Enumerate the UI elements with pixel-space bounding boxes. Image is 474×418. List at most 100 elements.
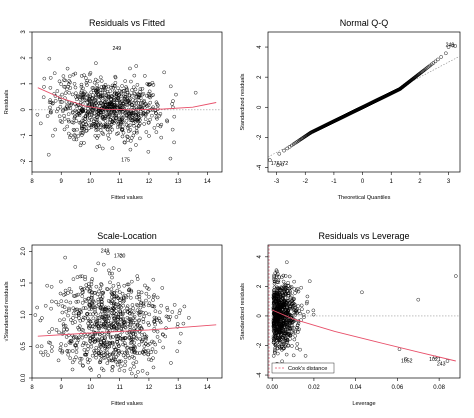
x-tick-label: 13 bbox=[175, 179, 182, 185]
data-point bbox=[88, 289, 92, 293]
x-tick-label: 0 bbox=[361, 179, 365, 185]
data-point bbox=[150, 81, 155, 85]
data-point bbox=[114, 113, 118, 118]
data-point bbox=[73, 307, 78, 312]
data-point bbox=[66, 112, 71, 116]
data-point bbox=[125, 134, 129, 139]
data-point bbox=[152, 126, 157, 130]
data-point bbox=[94, 355, 98, 360]
data-point bbox=[152, 315, 157, 320]
data-point bbox=[89, 90, 93, 95]
data-point bbox=[147, 301, 152, 306]
data-point bbox=[122, 309, 127, 313]
data-point bbox=[86, 106, 90, 111]
data-point bbox=[96, 112, 101, 116]
data-point bbox=[83, 120, 87, 124]
x-tick-label: 8 bbox=[30, 179, 34, 185]
data-point bbox=[276, 291, 280, 296]
data-point bbox=[78, 143, 83, 148]
data-point bbox=[92, 99, 96, 104]
point-annotation: 249 bbox=[101, 249, 110, 255]
data-point bbox=[131, 133, 136, 138]
data-point bbox=[101, 291, 105, 296]
data-point bbox=[112, 345, 116, 350]
data-point bbox=[105, 340, 110, 345]
data-point bbox=[98, 294, 102, 299]
data-point bbox=[81, 131, 85, 135]
data-point bbox=[130, 279, 134, 284]
data-point bbox=[67, 349, 71, 353]
data-point bbox=[178, 308, 182, 313]
x-tick-label: 11 bbox=[117, 385, 124, 391]
data-point bbox=[56, 302, 61, 307]
data-point bbox=[67, 131, 71, 136]
data-point bbox=[125, 346, 129, 350]
data-point bbox=[291, 297, 296, 302]
data-point bbox=[271, 311, 276, 316]
data-point bbox=[142, 100, 146, 104]
data-point bbox=[87, 333, 92, 337]
data-point bbox=[272, 337, 276, 342]
data-point bbox=[131, 361, 136, 366]
data-point bbox=[276, 294, 281, 298]
data-point bbox=[136, 311, 141, 316]
data-point bbox=[83, 275, 88, 279]
data-point bbox=[135, 274, 140, 278]
data-point bbox=[78, 274, 83, 279]
data-point bbox=[110, 340, 115, 345]
data-point bbox=[117, 100, 122, 105]
data-point bbox=[136, 112, 141, 116]
data-point bbox=[113, 74, 117, 79]
data-point bbox=[274, 334, 278, 339]
data-point bbox=[84, 299, 88, 304]
data-point bbox=[172, 140, 176, 145]
data-point bbox=[300, 307, 304, 311]
data-point bbox=[147, 312, 152, 317]
data-point bbox=[91, 312, 95, 316]
data-point bbox=[289, 285, 294, 289]
data-point bbox=[106, 314, 110, 319]
data-point bbox=[279, 333, 284, 338]
data-point bbox=[72, 133, 77, 137]
panel-title: Normal Q-Q bbox=[340, 18, 389, 28]
x-axis-label: Fitted values bbox=[111, 195, 143, 201]
data-point bbox=[147, 357, 151, 362]
data-point bbox=[295, 346, 299, 350]
data-point bbox=[282, 339, 286, 344]
data-point bbox=[109, 287, 114, 291]
data-point bbox=[124, 119, 129, 123]
data-point bbox=[70, 120, 74, 125]
data-point bbox=[109, 325, 114, 329]
y-tick-label: -2 bbox=[257, 342, 263, 348]
data-point bbox=[83, 316, 87, 320]
data-point bbox=[293, 334, 297, 338]
data-point bbox=[177, 340, 182, 345]
data-point bbox=[46, 152, 51, 157]
data-point bbox=[289, 294, 294, 298]
data-point bbox=[288, 304, 292, 309]
data-point bbox=[90, 337, 95, 342]
data-point bbox=[59, 299, 64, 303]
data-point bbox=[273, 343, 278, 347]
data-point bbox=[107, 124, 111, 129]
data-point bbox=[93, 93, 98, 97]
data-point bbox=[292, 337, 297, 342]
data-point bbox=[120, 124, 125, 129]
point-annotation: 249 bbox=[446, 42, 455, 48]
data-point bbox=[285, 318, 289, 323]
data-point bbox=[116, 312, 121, 317]
y-axis-label: Residuals bbox=[4, 90, 10, 115]
data-point bbox=[41, 95, 46, 99]
y-tick-label: 3 bbox=[21, 30, 27, 34]
data-point bbox=[121, 295, 126, 300]
data-point bbox=[88, 115, 92, 120]
data-point bbox=[295, 307, 299, 312]
data-point bbox=[150, 106, 154, 111]
data-point bbox=[123, 363, 127, 368]
data-point bbox=[79, 110, 84, 115]
data-point bbox=[131, 98, 135, 102]
data-point bbox=[80, 124, 84, 129]
data-point bbox=[67, 308, 71, 313]
data-point bbox=[119, 364, 123, 369]
